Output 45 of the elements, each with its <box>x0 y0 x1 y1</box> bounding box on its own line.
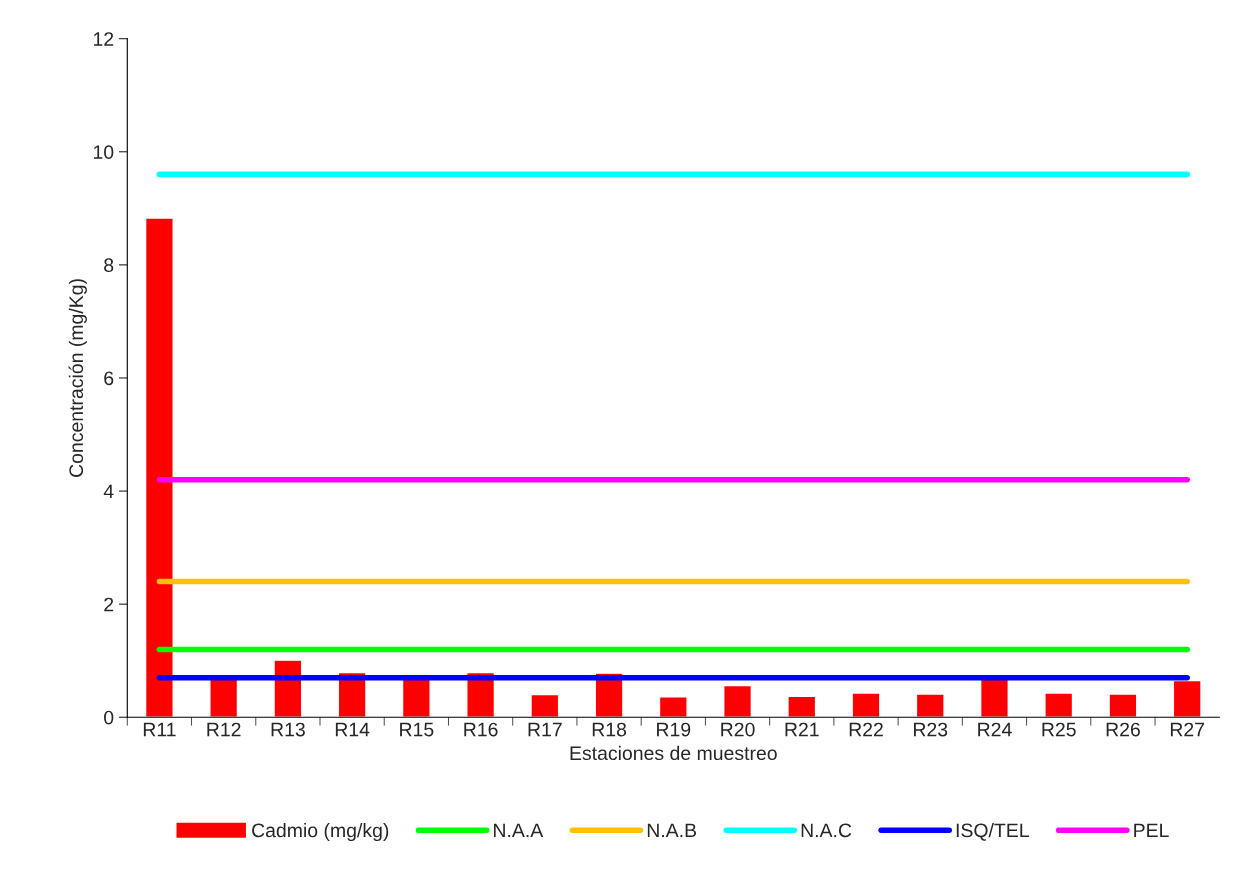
bar <box>1108 693 1138 718</box>
x-tick-label: R23 <box>914 722 948 737</box>
legend-label: N.A.C <box>801 823 852 838</box>
bar <box>209 678 239 718</box>
bar <box>851 692 881 718</box>
x-tick-label: R19 <box>657 722 691 737</box>
x-tick-label: R18 <box>592 722 627 737</box>
y-tick-label: 8 <box>104 258 114 273</box>
x-tick-label: R20 <box>721 722 755 737</box>
legend-label: N.A.B <box>647 823 697 838</box>
y-tick-label: 12 <box>93 32 114 46</box>
x-axis-title: Estaciones de muestreo <box>570 745 777 761</box>
y-tick-label: 2 <box>104 597 114 612</box>
y-tick-label: 6 <box>104 371 114 386</box>
bar <box>144 217 174 718</box>
x-tick-label: R12 <box>207 722 241 737</box>
y-axis-title: Concentración (mg/Kg) <box>68 279 87 477</box>
legend-label: PEL <box>1134 823 1169 838</box>
x-tick-label: R21 <box>785 722 819 737</box>
legend-label: N.A.A <box>494 823 544 838</box>
x-tick-label: R14 <box>335 722 370 737</box>
legend-label: ISQ/TEL <box>956 822 1029 841</box>
x-tick-label: R25 <box>1042 722 1076 737</box>
x-tick-label: R16 <box>464 722 498 737</box>
y-tick-label: 0 <box>104 710 114 725</box>
bar <box>658 696 688 718</box>
x-tick-label: R13 <box>271 722 305 737</box>
x-tick-label: R24 <box>978 722 1012 737</box>
legend-label: Cadmio (mg/kg) <box>252 822 389 842</box>
x-tick-label: R27 <box>1170 722 1205 737</box>
bar <box>787 695 817 718</box>
x-tick-label: R17 <box>528 722 562 737</box>
x-tick-label: R15 <box>400 722 434 737</box>
bar <box>723 684 753 718</box>
x-tick-label: R22 <box>849 722 883 737</box>
bar <box>915 693 945 718</box>
bar <box>530 693 560 718</box>
bar <box>1044 692 1074 718</box>
bar <box>273 659 303 718</box>
y-tick-label: 4 <box>103 484 114 499</box>
y-tick-label: 10 <box>93 145 114 160</box>
x-tick-label: R26 <box>1106 722 1140 737</box>
bar <box>1172 679 1202 718</box>
x-tick-label: R11 <box>143 722 176 737</box>
bar <box>979 678 1009 718</box>
